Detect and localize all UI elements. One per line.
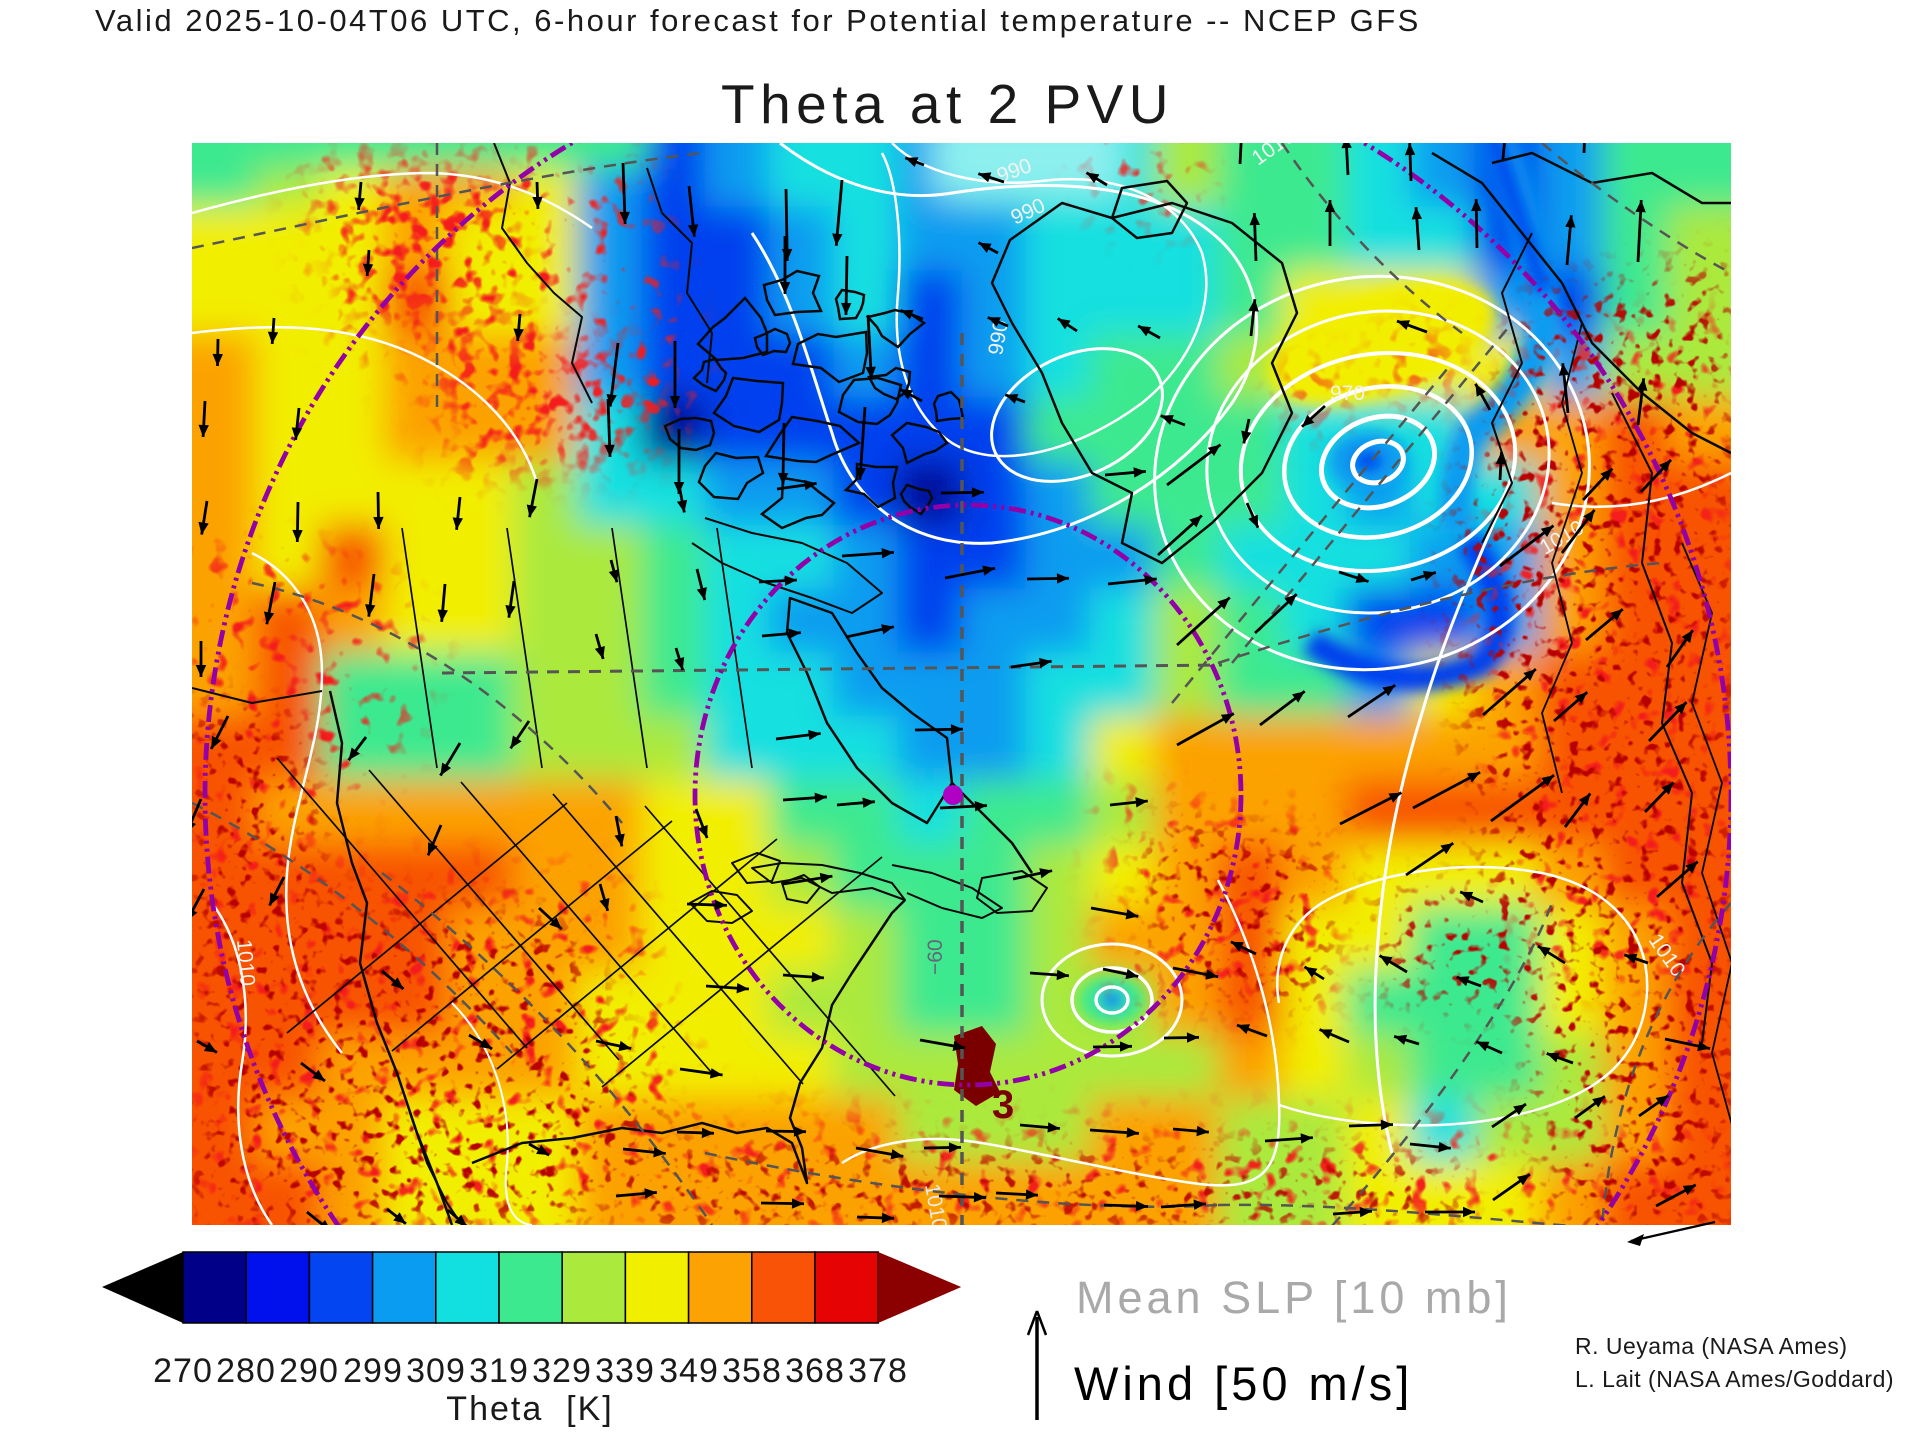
svg-text:3: 3 (992, 1083, 1014, 1127)
svg-text:970: 970 (1330, 382, 1365, 405)
svg-text:−60: −60 (924, 939, 947, 975)
svg-text:1010: 1010 (232, 938, 259, 987)
